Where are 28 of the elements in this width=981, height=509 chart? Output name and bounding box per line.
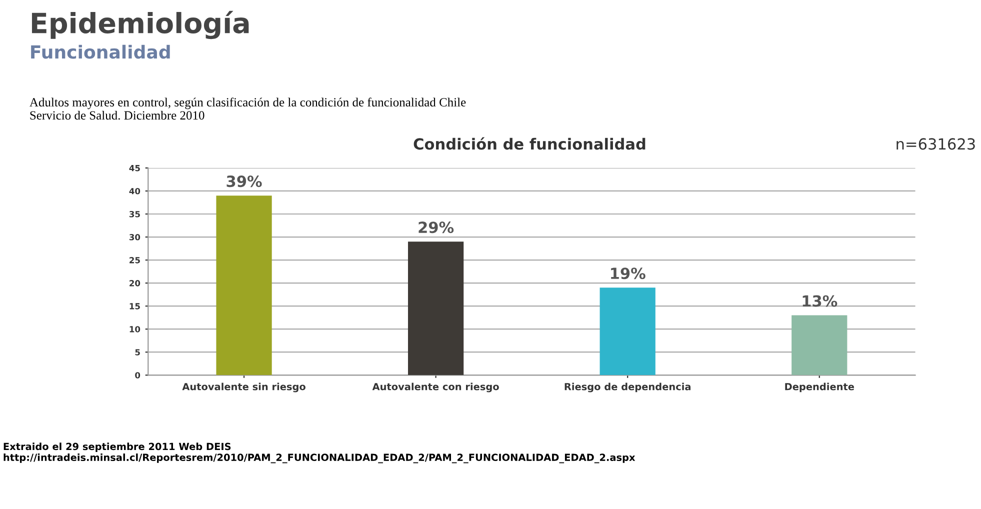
chart-subtitle: Funcionalidad (31, 44, 170, 59)
text: n=631623 (896, 138, 975, 150)
y-tick-label: 25 (130, 257, 140, 264)
text: Extraido el 29 septiembre 2011 Web DEIS http://intradeis.minsal.cl/Reportesrem/2010/PAM_2_FUNCIONALIDAD_EDAD_2/PAM_2_FUNCIONALIDAD_EDAD_2.aspx (4, 442, 636, 464)
y-tick-label: 30 (129, 234, 140, 240)
x-tick-label: Riesgo de dependencia (564, 382, 690, 392)
bar (408, 242, 464, 376)
chart-title: Epidemiología (32, 10, 249, 40)
x-tick-label: Autovalente con riesgo (372, 382, 499, 392)
y-tick-label: 40 (129, 188, 140, 194)
data-label: 39% (226, 176, 262, 188)
data-label: 19% (611, 268, 646, 280)
data-label: 29% (418, 222, 454, 234)
bar (792, 315, 848, 376)
bar (600, 288, 656, 376)
y-tick-label: 35 (129, 210, 140, 218)
y-tick-label: 0 (135, 372, 140, 378)
data-label: 13% (802, 295, 838, 307)
y-tick-label: 10 (130, 326, 140, 332)
y-tick-label: 20 (130, 280, 140, 286)
y-tick-label: 45 (129, 165, 140, 172)
text: Adultos mayores en control, según clasificación de la condición de funcionalidad Chile Servicio de Salud. Diciembre 2010 (30, 98, 466, 120)
y-tick-label: 5 (135, 349, 140, 356)
text: Condición de funcionalidad (414, 137, 646, 150)
y-tick-label: 15 (130, 303, 140, 310)
x-tick-label: Autovalente sin riesgo (182, 382, 306, 392)
x-tick-label: Dependiente (785, 382, 854, 392)
bar (216, 196, 272, 376)
